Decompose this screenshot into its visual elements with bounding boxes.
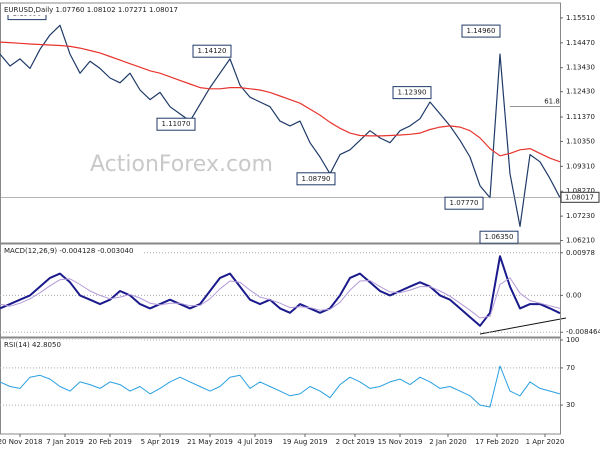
y-tick-label: 30 [566,401,575,409]
x-tick-label: 20 Feb 2019 [88,438,132,446]
annotation-label: 1.14960 [467,27,496,35]
series-line [0,24,561,227]
panel-title: RSI(14) 42.8050 [4,341,61,349]
x-tick-label: 15 Nov 2019 [378,438,423,446]
y-tick-label: 1.11370 [566,113,595,121]
y-tick-label: 1.10350 [566,137,595,145]
y-tick-label: 1.12430 [566,88,595,96]
y-tick-label: 70 [566,364,575,372]
annotation-label: 1.07770 [450,199,479,207]
x-tick-label: 19 Aug 2019 [283,438,328,446]
annotation-label: 1.14120 [198,47,227,55]
y-tick-label: 1.14470 [566,39,595,47]
y-tick-label: 1.13430 [566,64,595,72]
annotation-box [461,24,501,38]
x-tick-label: 7 Jan 2019 [46,438,84,446]
title-bg [2,5,172,15]
watermark: ActionForex.com [90,152,273,177]
annotation-label: 1.08790 [302,175,331,183]
last-price-label: 1.08017 [565,193,594,201]
title-bg [2,246,142,256]
panel-frame [0,337,561,435]
y-tick-label: 1.09310 [566,162,595,170]
annotation-box [392,86,432,100]
y-tick-label: 100 [566,336,579,344]
y-tick-label: 1.15510 [566,14,595,22]
x-tick-label: 17 Feb 2020 [475,438,519,446]
x-tick-label: 2 Jan 2020 [429,438,467,446]
panel-frame [0,243,561,338]
x-tick-label: 2 Oct 2019 [336,438,375,446]
y-tick-label: 1.07230 [566,212,595,220]
annotation-box [479,230,519,244]
last-price-box [560,191,600,203]
y-tick-label: 0.00 [566,291,582,299]
series-line [0,365,561,408]
annotation-box [192,44,232,58]
x-tick-label: 1 Apr 2020 [526,438,565,446]
x-tick-label: 5 Apr 2019 [141,438,180,446]
panel-frame [0,2,561,244]
annotation-label: 1.11070 [162,120,191,128]
series-line [0,41,561,163]
panel-title: MACD(12,26,9) -0.004128 -0.003040 [4,247,133,255]
annotation-label: 1.06350 [485,233,514,241]
x-tick-label: 20 Nov 2018 [0,438,42,446]
y-tick-label: 1.08270 [566,187,595,195]
y-tick-label: 0.00978 [566,249,595,257]
annotation-box [444,196,484,210]
fib-label: 61.8 [544,97,560,105]
annotation-label: 1.12390 [398,89,427,97]
y-tick-label: 1.06210 [566,237,595,245]
title-bg [2,340,142,350]
annotation-box [296,172,336,186]
y-tick-label: -0.008464 [566,328,600,336]
series-line [0,277,561,319]
series-line [0,255,561,327]
x-tick-label: 4 Jul 2019 [237,438,272,446]
annotation-box [156,117,196,131]
x-tick-label: 21 May 2019 [187,438,233,446]
panel-title: EURUSD,Daily 1.07760 1.08102 1.07271 1.0… [4,6,178,14]
trend-line [479,317,567,335]
